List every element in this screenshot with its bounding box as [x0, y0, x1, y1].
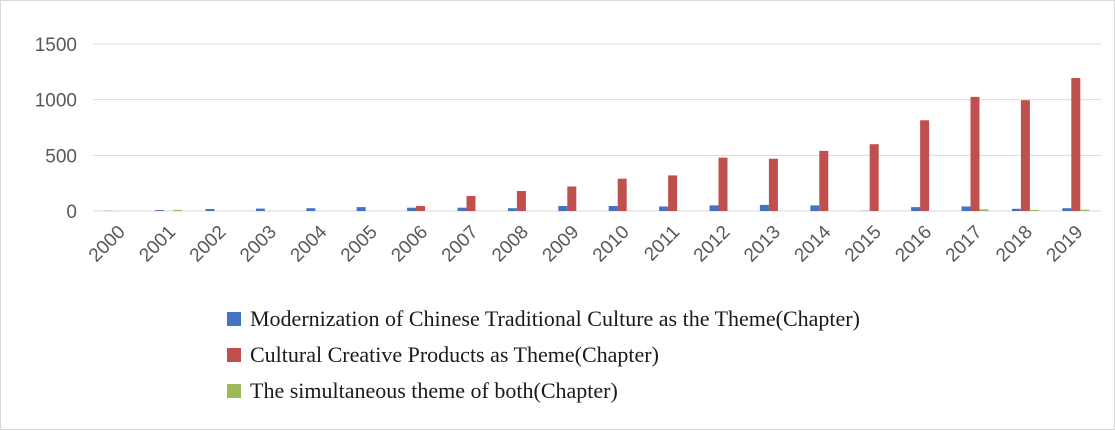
bar-series-0-2012 — [710, 205, 719, 211]
bar-series-0-2002 — [206, 209, 215, 211]
legend-item-modernization: Modernization of Chinese Traditional Cul… — [227, 303, 860, 335]
bar-series-1-2013 — [769, 159, 778, 211]
bar-series-0-2001 — [155, 210, 164, 211]
x-tick-label: 2000 — [85, 222, 130, 267]
bar-series-1-2008 — [517, 191, 526, 211]
bar-series-1-2017 — [971, 97, 980, 211]
bar-series-2-2017 — [980, 209, 989, 211]
bar-series-0-2017 — [962, 207, 971, 212]
x-tick-label: 2018 — [992, 222, 1037, 267]
legend-item-both: The simultaneous theme of both(Chapter) — [227, 375, 860, 407]
bar-series-1-2014 — [819, 151, 828, 211]
bar-series-0-2009 — [558, 206, 567, 211]
y-axis-ticks: 0 500 1000 1500 — [35, 35, 77, 223]
legend: Modernization of Chinese Traditional Cul… — [227, 303, 860, 411]
x-tick-label: 2011 — [640, 222, 684, 266]
bar-series-2-2019 — [1080, 210, 1089, 211]
x-tick-label: 2017 — [942, 222, 987, 267]
bar-series-1-2011 — [668, 175, 677, 211]
bar-series-0-2007 — [458, 208, 467, 211]
legend-label-cultural-creative: Cultural Creative Products as Theme(Chap… — [250, 342, 659, 368]
y-tick-label: 1500 — [35, 35, 77, 56]
x-tick-label: 2010 — [589, 222, 634, 267]
bar-series-0-2004 — [306, 208, 315, 211]
legend-label-modernization: Modernization of Chinese Traditional Cul… — [250, 306, 860, 332]
bar-series-2-2018 — [1030, 210, 1039, 211]
x-tick-label: 2019 — [1043, 222, 1088, 267]
x-tick-label: 2012 — [690, 222, 735, 267]
bar-series-0-2010 — [609, 206, 618, 211]
legend-swatch-cultural-creative — [227, 348, 241, 362]
x-tick-label: 2014 — [791, 221, 836, 266]
bar-series-0-2019 — [1062, 208, 1071, 211]
bar-series-1-2015 — [870, 144, 879, 211]
bar-series-1-2006 — [416, 206, 425, 211]
bar-series-1-2019 — [1071, 78, 1080, 211]
bar-series-0-2005 — [357, 207, 366, 211]
bar-series-1-2018 — [1021, 100, 1030, 211]
x-tick-label: 2001 — [135, 222, 180, 267]
x-tick-label: 2005 — [337, 222, 382, 267]
bar-series-1-2007 — [467, 196, 476, 211]
bar-series-0-2011 — [659, 207, 668, 212]
x-tick-label: 2004 — [287, 221, 332, 266]
bar-series-1-2010 — [618, 179, 627, 211]
y-tick-label: 1000 — [35, 91, 77, 112]
bar-series-0-2016 — [911, 207, 920, 211]
legend-item-cultural-creative: Cultural Creative Products as Theme(Chap… — [227, 339, 860, 371]
bar-series-1-2012 — [719, 158, 728, 211]
legend-label-both: The simultaneous theme of both(Chapter) — [250, 378, 618, 404]
x-tick-label: 2016 — [891, 222, 936, 267]
x-tick-label: 2013 — [740, 222, 785, 267]
x-tick-label: 2007 — [438, 222, 483, 267]
bar-series-2-2001 — [173, 210, 182, 211]
x-tick-label: 2006 — [387, 222, 432, 267]
legend-swatch-modernization — [227, 312, 241, 326]
bars — [105, 78, 1090, 211]
gridlines — [93, 44, 1101, 211]
y-tick-label: 500 — [45, 146, 77, 167]
x-tick-label: 2008 — [488, 222, 533, 267]
bar-series-0-2006 — [407, 208, 416, 211]
x-tick-label: 2002 — [186, 222, 231, 267]
bar-series-0-2018 — [1012, 209, 1021, 211]
bar-series-0-2003 — [256, 209, 265, 211]
bar-series-0-2008 — [508, 208, 517, 211]
bar-series-0-2013 — [760, 205, 769, 211]
x-tick-label: 2015 — [841, 222, 886, 267]
bar-series-0-2014 — [810, 205, 819, 211]
legend-swatch-both — [227, 384, 241, 398]
bar-series-1-2016 — [920, 120, 929, 211]
x-tick-label: 2003 — [236, 222, 281, 267]
x-tick-label: 2009 — [539, 222, 584, 267]
bar-series-1-2009 — [567, 187, 576, 212]
y-tick-label: 0 — [66, 202, 77, 223]
